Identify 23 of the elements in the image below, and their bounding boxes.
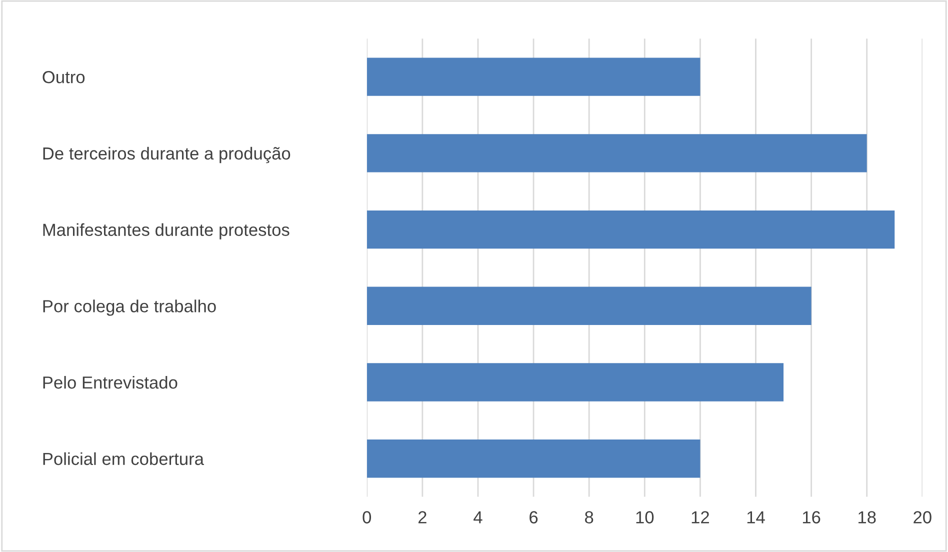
x-tick-label: 4	[474, 511, 482, 524]
x-tick-label: 16	[802, 511, 820, 524]
x-tick-label: 10	[636, 511, 654, 524]
x-tick-label: 20	[914, 511, 932, 524]
y-tick-label: Outro	[42, 70, 85, 84]
x-tick-label: 0	[362, 511, 372, 524]
bar	[366, 440, 700, 478]
x-tick-label: 8	[585, 511, 594, 524]
x-tick-label: 14	[747, 511, 765, 524]
bar	[366, 210, 895, 249]
bar	[366, 286, 812, 325]
y-tick-label: Por colega de trabalho	[43, 300, 216, 316]
y-tick-label: Policial em cobertura	[43, 452, 204, 466]
bar	[366, 363, 784, 402]
y-tick-label: Manifestantes durante protestos	[43, 223, 290, 240]
y-tick-label: Pelo Entrevistado	[43, 376, 178, 389]
x-tick-label: 12	[692, 511, 709, 524]
bar	[366, 58, 700, 96]
x-tick-label: 6	[530, 511, 538, 524]
y-tick-label: De terceiros durante a produção	[43, 146, 290, 164]
bar	[366, 134, 867, 172]
x-tick-label: 2	[418, 511, 426, 524]
x-tick-label: 18	[858, 511, 876, 524]
